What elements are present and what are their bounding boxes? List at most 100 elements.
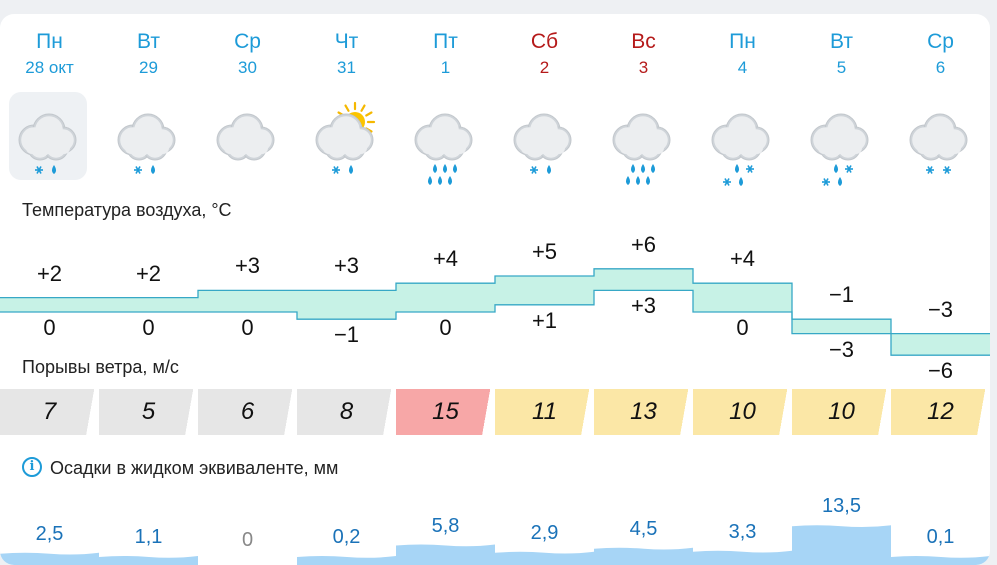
precip-value: 3,3 xyxy=(728,520,757,543)
wind-gust-cell: 12 xyxy=(891,389,990,435)
temp-min: 0 xyxy=(736,315,749,340)
wind-section-title: Порывы ветра, м/с xyxy=(22,357,179,377)
temperature-band-segment xyxy=(792,319,891,334)
temp-max: +5 xyxy=(531,239,558,264)
precip-bar xyxy=(495,551,594,565)
raindrop-icon xyxy=(636,176,640,185)
day-date: 3 xyxy=(638,58,649,77)
temp-min: +1 xyxy=(531,307,558,333)
precip-value: 0,2 xyxy=(332,526,361,548)
sun-cloud-snow-rain-icon xyxy=(301,92,393,180)
temp-min: 0 xyxy=(43,315,56,340)
raindrop-icon xyxy=(428,176,432,185)
precip-value: 5,8 xyxy=(431,514,460,537)
raindrop-icon xyxy=(448,176,452,185)
day-column[interactable]: Вс 3 +6 +3 13 4,5 xyxy=(594,14,693,565)
snowflake-icon xyxy=(943,166,951,174)
raindrop-icon xyxy=(433,164,437,173)
temperature-band-segment xyxy=(0,297,99,312)
raindrop-icon xyxy=(641,164,645,173)
day-column[interactable]: Ср 6 −3 −6 12 0,1 xyxy=(891,14,990,565)
temperature-band-segment xyxy=(396,283,495,312)
precip-value: 0 xyxy=(241,529,254,551)
raindrop-icon xyxy=(626,176,630,185)
day-name: Вт xyxy=(137,30,160,53)
forecast-grid: Пн 28 окт +2 0 7 2,5 Вт 29 +2 0 5 1,1 Ср 30 +3 0 6 0 Чт 31 +… xyxy=(0,14,990,565)
temp-max: +3 xyxy=(333,253,360,279)
day-name: Вт xyxy=(830,30,853,53)
cloud-icon xyxy=(513,113,572,161)
wind-gust-cell: 10 xyxy=(693,389,792,435)
temperature-band-segment xyxy=(594,268,693,291)
temperature-band-segment xyxy=(297,290,396,320)
day-column[interactable]: Вт 29 +2 0 5 1,1 xyxy=(99,14,198,565)
temperature-section-title: Температура воздуха, °C xyxy=(22,200,232,220)
raindrop-icon xyxy=(547,165,551,174)
temp-max: +4 xyxy=(432,246,459,272)
day-column[interactable]: Ср 30 +3 0 6 0 xyxy=(198,14,297,565)
precip-bar xyxy=(0,552,99,565)
temperature-band-segment xyxy=(693,283,792,312)
temp-min: −6 xyxy=(927,358,954,384)
wind-gust-cell: 8 xyxy=(297,389,396,435)
raindrop-icon xyxy=(443,164,447,173)
precip-bar xyxy=(693,550,792,565)
raindrop-icon xyxy=(151,165,155,174)
precip-bar xyxy=(594,547,693,565)
precip-value: 4,5 xyxy=(629,517,658,540)
wind-gust-cell: 6 xyxy=(198,389,297,435)
precip-bar xyxy=(792,525,891,565)
day-date: 29 xyxy=(139,58,158,77)
day-column[interactable]: Пт 1 +4 0 15 5,8 xyxy=(396,14,495,565)
day-column[interactable]: Чт 31 +3 −1 8 0,2 xyxy=(297,14,396,565)
wind-gust-cell: 15 xyxy=(396,389,495,435)
snowflake-icon xyxy=(530,166,538,174)
day-date: 5 xyxy=(836,58,847,77)
cloud-icon xyxy=(202,92,294,180)
precip-bar xyxy=(891,556,990,565)
cloud-snow-icon xyxy=(895,92,987,180)
day-name: Пт xyxy=(433,30,458,53)
cloud-snow-rain-heavy-icon xyxy=(796,92,888,186)
day-name: Чт xyxy=(334,30,359,53)
temp-max: −1 xyxy=(828,282,855,308)
temp-max: −3 xyxy=(927,296,954,322)
info-icon[interactable]: i xyxy=(22,457,42,477)
raindrop-icon xyxy=(651,164,655,173)
temperature-min-line xyxy=(0,289,990,356)
temp-min: 0 xyxy=(439,315,452,340)
temp-max: +3 xyxy=(234,253,261,279)
snowflake-icon xyxy=(134,166,142,174)
precip-bar xyxy=(396,544,495,565)
wind-gust-cell: 7 xyxy=(0,389,99,435)
cloud-icon xyxy=(810,113,869,161)
raindrop-icon xyxy=(453,164,457,173)
day-name: Ср xyxy=(927,30,954,53)
raindrop-icon xyxy=(52,165,56,174)
temperature-band-segment xyxy=(198,290,297,312)
cloud-icon xyxy=(612,113,671,161)
day-date: 4 xyxy=(737,58,748,77)
cloud-icon xyxy=(315,113,374,161)
temp-min: +3 xyxy=(630,293,657,319)
day-column[interactable]: Пн 4 +4 0 10 3,3 xyxy=(693,14,792,565)
day-column[interactable]: Вт 5 −1 −3 10 13,5 xyxy=(792,14,891,565)
temperature-chart xyxy=(0,268,990,565)
cloud-snow-rain-icon xyxy=(103,92,195,180)
temp-max: +4 xyxy=(729,246,756,272)
cloud-snow-rain-icon xyxy=(9,92,87,180)
day-date: 28 окт xyxy=(25,58,74,77)
wind-gust-cell: 13 xyxy=(594,389,693,435)
cloud-snow-rain-icon xyxy=(499,92,591,180)
precip-bar xyxy=(99,556,198,565)
precip-value: 0,1 xyxy=(926,526,955,548)
cloud-rain-icon xyxy=(598,92,690,185)
snowflake-icon xyxy=(332,166,340,174)
temp-min: −3 xyxy=(828,336,855,362)
raindrop-icon xyxy=(631,164,635,173)
day-column[interactable]: Сб 2 +5 +1 11 2,9 xyxy=(495,14,594,565)
weather-forecast-card: Пн 28 окт +2 0 7 2,5 Вт 29 +2 0 5 1,1 Ср 30 +3 0 6 0 Чт 31 +… xyxy=(0,14,990,565)
cloud-icon xyxy=(18,113,77,161)
day-column[interactable]: Пн 28 окт +2 0 7 2,5 xyxy=(0,14,99,565)
temp-min: 0 xyxy=(142,315,155,340)
